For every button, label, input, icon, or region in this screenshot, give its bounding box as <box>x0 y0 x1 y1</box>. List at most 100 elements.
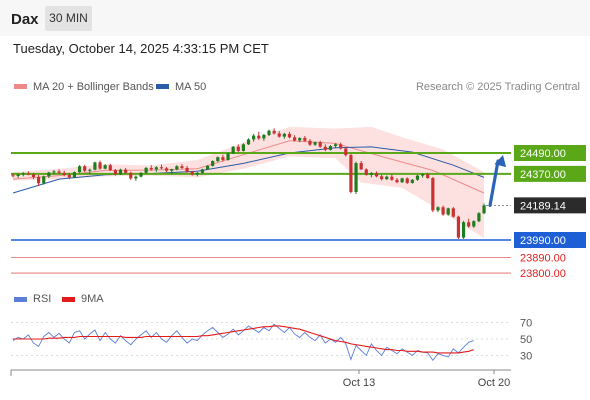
candle-body <box>195 172 199 175</box>
candle-body <box>129 172 133 179</box>
forecast-arrow-head <box>494 155 507 168</box>
candle-body <box>88 169 92 171</box>
candle-body <box>62 172 66 175</box>
candle-body <box>421 174 425 176</box>
datetime-label: Tuesday, October 14, 2025 4:33:15 PM CET <box>13 41 269 56</box>
candle-body <box>431 178 435 211</box>
candle-body <box>118 169 123 175</box>
legend-swatch-ma50 <box>156 84 169 89</box>
moving-averages <box>12 140 485 194</box>
candle-body <box>364 169 368 175</box>
legend-swatch-rsi <box>14 297 27 302</box>
candle-body <box>293 137 297 141</box>
x-axis-tick-label: Oct 20 <box>478 377 510 389</box>
candle-body <box>77 166 82 173</box>
candle-body <box>16 174 20 176</box>
candle-body <box>124 169 128 173</box>
candle-body <box>267 130 271 135</box>
candle-body <box>318 142 322 147</box>
timeframe-button[interactable]: 30 MIN <box>45 6 92 31</box>
resistance-label: 24490.00 <box>520 148 566 160</box>
candle-body <box>436 207 440 211</box>
candle-body <box>303 138 307 141</box>
candle-body <box>328 146 333 150</box>
legend-label-9ma: 9MA <box>81 293 104 305</box>
resistance-label-box <box>514 145 586 161</box>
candle-body <box>108 165 112 171</box>
candle-body <box>149 167 153 170</box>
candle-body <box>103 165 107 169</box>
candle-body <box>175 166 179 170</box>
rsi-tick-label: 30 <box>520 350 532 362</box>
rsi-panel: 70 50 30 <box>11 318 532 362</box>
candle-body <box>262 134 266 139</box>
candle-body <box>139 172 143 177</box>
ma50-line <box>12 146 485 194</box>
candle-body <box>482 205 486 214</box>
candle-body <box>11 175 15 177</box>
candle-body <box>400 178 404 183</box>
candle-body <box>205 165 210 170</box>
candle-body <box>21 173 25 175</box>
candle-body <box>339 144 343 149</box>
bollinger-bands <box>13 126 484 239</box>
candle-body <box>472 221 476 227</box>
candle-body <box>47 172 51 177</box>
bollinger-band-area <box>13 126 484 239</box>
candle-body <box>37 177 41 184</box>
candle-body <box>298 138 302 141</box>
rsi-tick-label: 70 <box>520 318 532 330</box>
candle-body <box>323 146 327 150</box>
candle-body <box>200 169 205 173</box>
candle-body <box>359 163 363 170</box>
candle-body <box>410 179 414 183</box>
candle-body <box>185 167 189 172</box>
candle-body <box>83 166 87 171</box>
price-levels <box>11 152 511 274</box>
candle-body <box>257 135 261 139</box>
candle-body <box>159 167 164 169</box>
candle-body <box>93 162 97 170</box>
candle-body <box>26 173 30 175</box>
candle-body <box>441 207 445 215</box>
candle-body <box>349 155 353 192</box>
rsi-line <box>12 323 474 362</box>
candle-body <box>221 157 225 160</box>
candle-body <box>333 144 338 147</box>
minor-support-label: 23800.00 <box>520 268 566 280</box>
candle-body <box>405 178 409 183</box>
current-price-label: 24189.14 <box>520 200 566 212</box>
minor-support-label: 23890.00 <box>520 252 566 264</box>
x-axis-tick-label: Oct 13 <box>343 377 375 389</box>
candle-body <box>477 213 481 222</box>
candle-body <box>134 176 138 179</box>
current-price-box <box>514 197 586 214</box>
rsi-tick-label: 50 <box>520 334 532 346</box>
legend-label-rsi: RSI <box>33 293 51 305</box>
candle-body <box>282 133 286 137</box>
candle-body <box>390 176 394 180</box>
candle-body <box>461 222 466 238</box>
candle-body <box>277 133 281 137</box>
candle-body <box>252 135 256 140</box>
candle-body <box>467 222 471 227</box>
candle-body <box>369 173 373 175</box>
candle-body <box>395 179 399 183</box>
candle-body <box>374 173 379 177</box>
candle-body <box>456 216 461 238</box>
forecast-arrow <box>488 155 507 207</box>
symbol-title: Dax <box>11 11 39 28</box>
candle-body <box>287 133 292 138</box>
candle-body <box>154 167 158 170</box>
candle-body <box>313 142 317 145</box>
forecast-arrow-shaft <box>488 159 500 207</box>
candle-body <box>385 176 389 180</box>
candle-body <box>31 174 36 178</box>
candle-body <box>236 146 240 151</box>
candle-body <box>272 130 276 134</box>
support-label: 23990.00 <box>520 235 566 247</box>
candle-body <box>231 146 235 154</box>
candle-body <box>72 172 77 178</box>
research-credit: Research © 2025 Trading Central <box>416 81 580 93</box>
